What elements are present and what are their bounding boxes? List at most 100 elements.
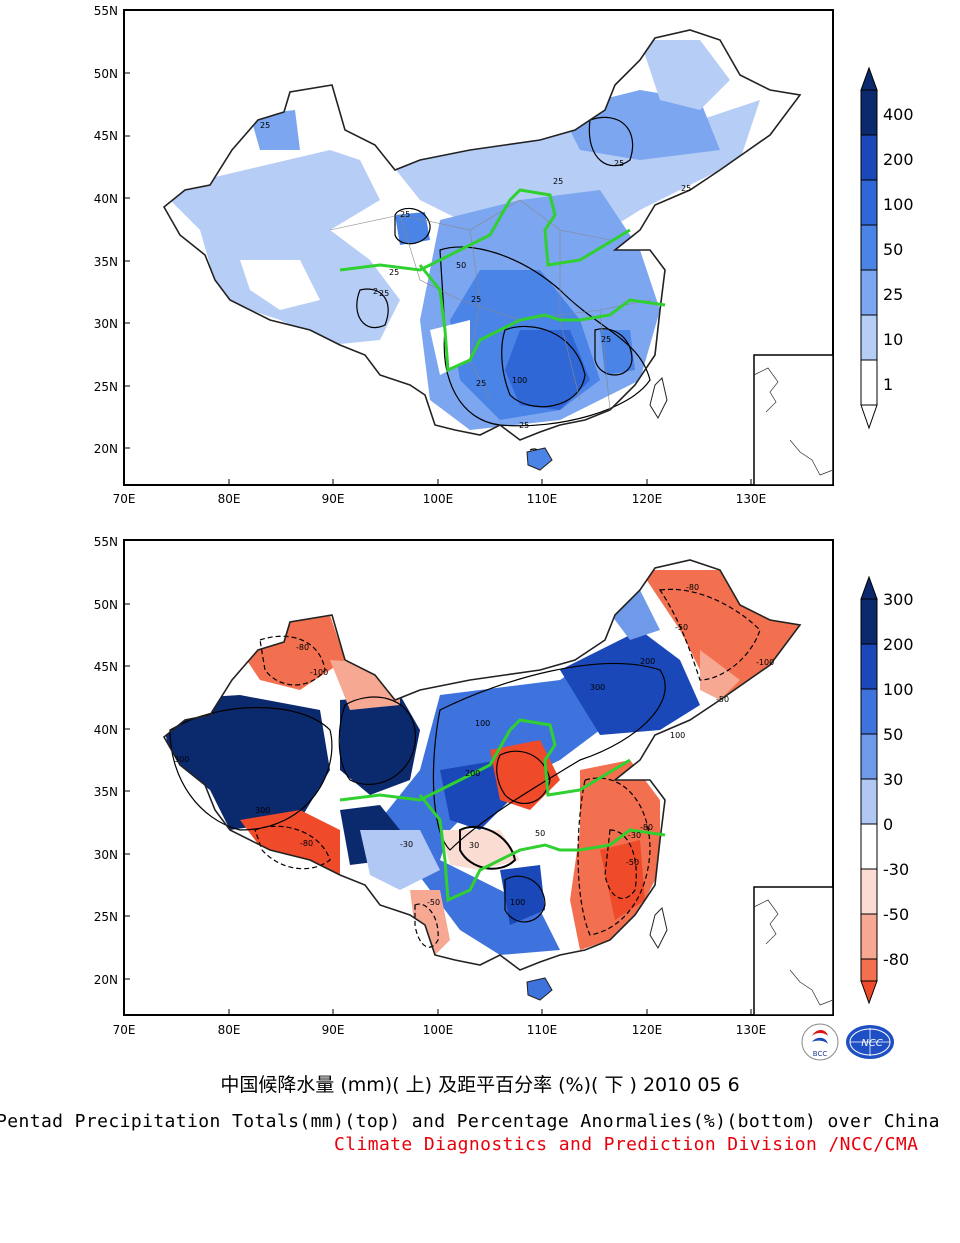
lon-label: 100E [423, 1023, 454, 1037]
contour-label: 25 [389, 268, 399, 277]
precip-contours [356, 116, 651, 471]
colorbar-label: -30 [883, 860, 909, 879]
chinese-title: 中国候降水量 (mm)( 上) 及距平百分率 (%)( 下 ) 2010 05 … [220, 1074, 740, 1096]
bcc-logo-text: BCC [813, 1050, 828, 1058]
lon-label: 130E [736, 492, 767, 506]
colorbar-label: 100 [883, 195, 914, 214]
lat-label: 45N [94, 129, 118, 143]
colorbar-label: 100 [883, 680, 914, 699]
taiwan-island [649, 377, 668, 420]
lat-label: 20N [94, 442, 118, 456]
contour-label: -100 [310, 668, 328, 677]
contour-label: 25 [400, 210, 410, 219]
lon-label: 80E [218, 1023, 241, 1037]
lon-label: 110E [527, 492, 558, 506]
contour-label: 200 [640, 657, 655, 666]
lat-label: 50N [94, 67, 118, 81]
hainan-island [526, 447, 553, 471]
contour-label: 25 [471, 295, 481, 304]
lat-label: 20N [94, 973, 118, 987]
contour-label: -50 [675, 623, 688, 632]
credit-line: Climate Diagnostics and Prediction Divis… [334, 1134, 919, 1155]
agency-logos: BCC NCC [801, 1023, 894, 1061]
lat-ticks [124, 603, 752, 1015]
colorbar-label: 300 [883, 590, 914, 609]
contour-label: 100 [510, 898, 525, 907]
contour-label: 50 [456, 261, 466, 270]
contour-label: 300 [255, 806, 270, 815]
hainan-island [526, 977, 553, 1001]
river-lines [339, 718, 666, 903]
precip-anomaly-map: 300 300 300 200 100 -80 -100 -50 -80 -10… [94, 535, 914, 1037]
colorbar-label: -50 [883, 905, 909, 924]
lat-ticks [124, 72, 752, 485]
lon-label: 70E [113, 1023, 136, 1037]
anomaly-colorbar [860, 575, 878, 1005]
ncc-logo: NCC [846, 1025, 894, 1059]
taiwan-island [649, 907, 668, 950]
lat-label: 40N [94, 723, 118, 737]
contour-label: 50 [535, 829, 545, 838]
contour-label: -80 [640, 823, 653, 832]
lat-axis: 55N 50N 45N 40N 35N 30N 25N 20N [94, 535, 118, 987]
contour-label: 300 [590, 683, 605, 692]
lon-label: 80E [218, 492, 241, 506]
lat-label: 25N [94, 380, 118, 394]
contour-label: 25 [519, 421, 529, 430]
contour-label: 25 [379, 289, 389, 298]
lat-label: 50N [94, 598, 118, 612]
lat-label: 55N [94, 4, 118, 18]
colorbar-label: 50 [883, 725, 903, 744]
south-china-sea-inset [753, 886, 834, 1016]
lat-label: 30N [94, 848, 118, 862]
china-border [162, 559, 802, 971]
lat-label: 30N [94, 317, 118, 331]
precip-colorbar [860, 66, 878, 430]
lat-axis: 55N 50N 45N 40N 35N 30N 25N 20N [94, 4, 118, 456]
south-china-sea-inset [753, 354, 834, 486]
anomaly-colorbar-labels: 300 200 100 50 30 0 -30 -50 -80 [883, 590, 914, 969]
lon-label: 120E [632, 1023, 663, 1037]
contour-label: 25 [260, 121, 270, 130]
colorbar-label: 25 [883, 285, 903, 304]
contour-label: 100 [475, 719, 490, 728]
colorbar-label: 0 [883, 815, 893, 834]
lat-label: 35N [94, 785, 118, 799]
ncc-logo-text: NCC [861, 1038, 882, 1049]
contour-label: 25 [476, 379, 486, 388]
contour-label: -100 [756, 658, 774, 667]
lon-label: 90E [322, 492, 345, 506]
river-lines [339, 188, 666, 373]
contour-label: -30 [628, 831, 641, 840]
bcc-logo: BCC [801, 1023, 839, 1061]
contour-label: -50 [716, 695, 729, 704]
lat-label: 55N [94, 535, 118, 549]
contour-label: -50 [427, 898, 440, 907]
contour-label: -80 [296, 643, 309, 652]
contour-label: 100 [670, 731, 685, 740]
lon-label: 110E [527, 1023, 558, 1037]
lon-axis: 70E 80E 90E 100E 110E 120E 130E [113, 1023, 767, 1037]
lat-label: 25N [94, 910, 118, 924]
colorbar-label: 200 [883, 150, 914, 169]
colorbar-label: -80 [883, 950, 909, 969]
colorbar-label: 30 [883, 770, 903, 789]
china-border [162, 29, 802, 441]
anomaly-contour-labels: 300 300 300 200 100 -80 -100 -50 -80 -10… [174, 583, 774, 907]
lat-label: 35N [94, 255, 118, 269]
contour-label: 200 [465, 769, 480, 778]
lon-label: 100E [423, 492, 454, 506]
precip-totals-map: 25 25 25 25 25 25 2 25 50 25 100 25 25 2… [94, 4, 914, 506]
lon-label: 130E [736, 1023, 767, 1037]
contour-label: -50 [626, 858, 639, 867]
lon-axis: 70E 80E 90E 100E 110E 120E 130E [113, 492, 767, 506]
lon-label: 90E [322, 1023, 345, 1037]
colorbar-label: 200 [883, 635, 914, 654]
colorbar-label: 400 [883, 105, 914, 124]
lon-label: 120E [632, 492, 663, 506]
contour-label: 25 [681, 184, 691, 193]
contour-label: 25 [601, 335, 611, 344]
contour-label: -30 [400, 840, 413, 849]
contour-label: 30 [469, 841, 479, 850]
contour-label: 300 [174, 755, 189, 764]
